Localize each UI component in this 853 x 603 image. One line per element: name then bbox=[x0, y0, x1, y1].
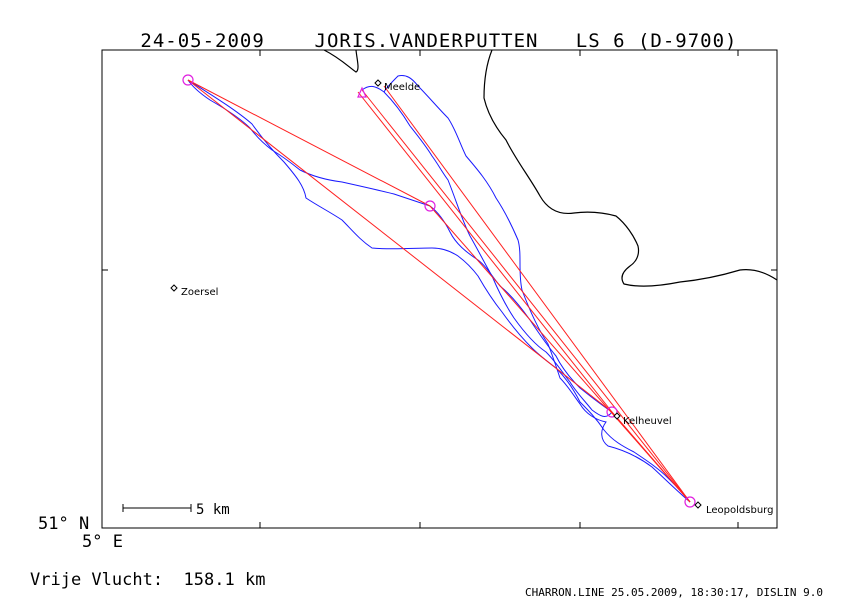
place-diamond-icon bbox=[374, 79, 382, 87]
glider-type: LS 6 (D-9700) bbox=[575, 30, 738, 52]
start-triangle-icon bbox=[357, 86, 367, 98]
turnpoint-circle bbox=[182, 74, 194, 86]
turnpoint-circle bbox=[684, 496, 696, 508]
place-markers bbox=[170, 79, 702, 509]
pilot-name: JORIS.VANDERPUTTEN bbox=[314, 30, 539, 52]
scale-bar bbox=[122, 504, 192, 512]
longitude-label: 5° E bbox=[82, 532, 123, 552]
place-diamond-icon bbox=[694, 501, 702, 509]
latitude-label: 51° N bbox=[38, 514, 90, 534]
turnpoint-circle bbox=[606, 406, 618, 418]
place-diamond-icon bbox=[170, 284, 178, 292]
place-label-meelde: Meelde bbox=[384, 82, 420, 93]
flight-date: 24-05-2009 bbox=[140, 30, 265, 52]
flight-title: 24-05-2009 JORIS.VANDERPUTTEN LS 6 (D-97… bbox=[0, 8, 853, 52]
axis-ticks bbox=[102, 50, 777, 528]
task-lines bbox=[187, 79, 691, 503]
turnpoint-markers bbox=[182, 74, 696, 508]
footer-info: CHARRON.LINE 25.05.2009, 18:30:17, DISLI… bbox=[524, 586, 823, 599]
place-label-kelheuvel: Kelheuvel bbox=[623, 416, 672, 427]
free-flight-summary: Vrije Vlucht: 158.1 km bbox=[30, 570, 265, 590]
place-label-leopoldsburg: Leopoldsburg bbox=[706, 505, 773, 516]
scale-label: 5 km bbox=[196, 502, 230, 518]
place-label-zoersel: Zoersel bbox=[181, 287, 218, 298]
turnpoint-circle bbox=[424, 200, 436, 212]
map-frame bbox=[101, 49, 778, 529]
free-flight-distance: 158.1 km bbox=[183, 570, 266, 590]
free-flight-label: Vrije Vlucht: bbox=[30, 570, 164, 590]
place-diamond-icon bbox=[613, 412, 621, 420]
border-line-east bbox=[483, 49, 778, 287]
border-line-north bbox=[323, 49, 359, 73]
